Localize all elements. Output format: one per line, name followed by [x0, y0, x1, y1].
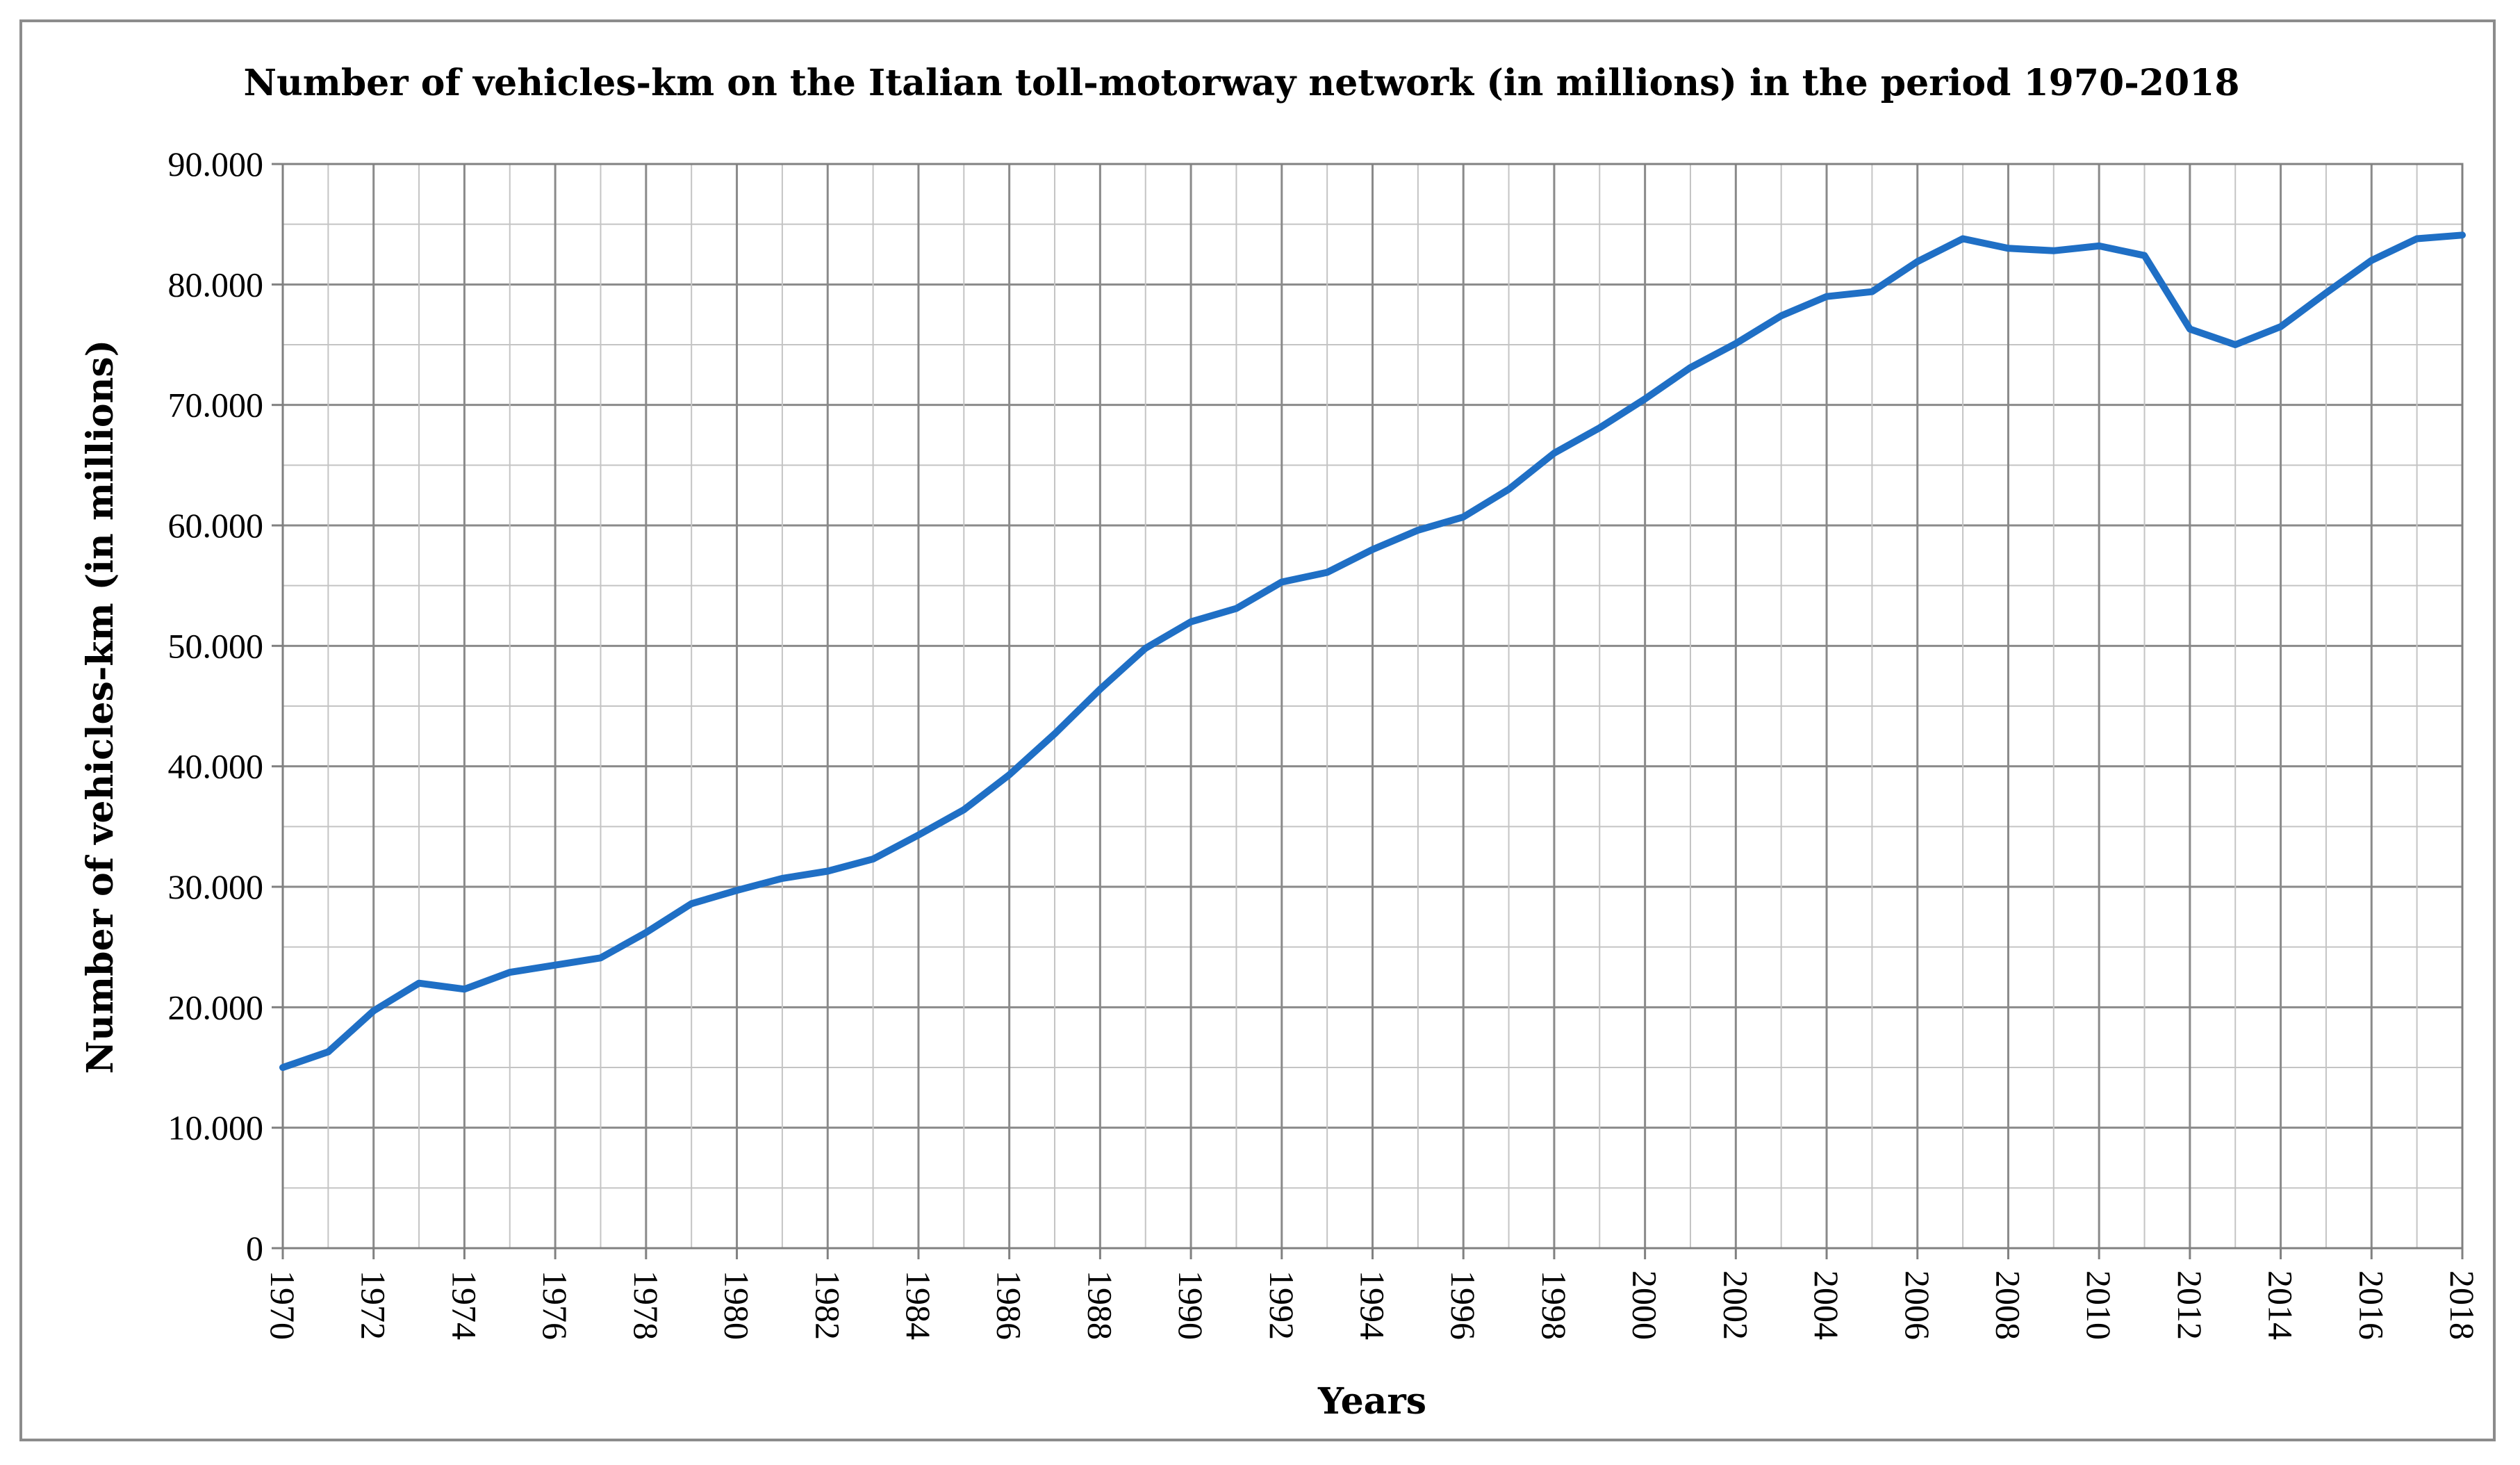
y-tick-label: 10.000 [168, 1108, 264, 1147]
x-tick-label: 1978 [627, 1270, 666, 1340]
x-tick-label: 1974 [445, 1270, 484, 1340]
x-tick-label: 1982 [808, 1270, 847, 1340]
x-tick-label: 1996 [1444, 1270, 1483, 1340]
y-tick-label: 40.000 [168, 747, 264, 786]
x-tick-label: 1970 [263, 1270, 302, 1340]
y-tick-label: 90.000 [168, 145, 264, 183]
x-tick-label: 2012 [2171, 1270, 2209, 1340]
y-tick-label: 60.000 [168, 506, 264, 545]
x-tick-label: 2016 [2352, 1270, 2391, 1340]
x-tick-label: 1990 [1171, 1270, 1210, 1340]
grid [283, 164, 2462, 1248]
y-tick-label: 50.000 [168, 626, 264, 665]
x-tick-label: 2010 [2080, 1270, 2118, 1340]
y-tick-label: 20.000 [168, 988, 264, 1026]
x-tick-label: 1988 [1080, 1270, 1119, 1340]
line-chart: Number of vehicles-km on the Italian tol… [79, 62, 2482, 1423]
x-tick-label: 1976 [536, 1270, 575, 1340]
x-axis-title: Years [1317, 1380, 1426, 1423]
y-axis-ticks: 0 10.000 20.000 30.000 40.000 50.000 60.000 70.… [168, 145, 283, 1268]
series-line [279, 231, 2466, 1071]
x-tick-label: 2000 [1626, 1270, 1665, 1340]
x-tick-label: 1998 [1535, 1270, 1574, 1340]
x-tick-label: 1984 [899, 1270, 938, 1340]
chart-title: Number of vehicles-km on the Italian tol… [243, 62, 2239, 104]
y-tick-label: 80.000 [168, 265, 264, 304]
x-tick-label: 2006 [1898, 1270, 1937, 1340]
x-tick-label: 1980 [718, 1270, 757, 1340]
y-tick-label: 30.000 [168, 867, 264, 906]
x-tick-label: 1994 [1353, 1270, 1392, 1340]
x-tick-label: 1972 [354, 1270, 393, 1340]
chart-frame: Number of vehicles-km on the Italian tol… [19, 19, 2496, 1441]
x-tick-label: 2002 [1716, 1270, 1755, 1340]
x-tick-label: 2018 [2443, 1270, 2482, 1340]
x-tick-label: 2004 [1807, 1270, 1846, 1340]
y-axis-title: Number of vehicles-km (in millions) [79, 340, 122, 1074]
x-tick-label: 1986 [990, 1270, 1029, 1340]
x-tick-label: 2008 [1988, 1270, 2027, 1340]
x-tick-label: 1992 [1262, 1270, 1301, 1340]
x-axis-ticks: 1970 1972 1974 1976 1978 1980 1982 1984 1986 1988… [263, 1248, 2482, 1340]
y-tick-label: 70.000 [168, 386, 264, 425]
y-tick-label: 0 [246, 1229, 263, 1268]
x-tick-label: 2014 [2262, 1270, 2300, 1340]
